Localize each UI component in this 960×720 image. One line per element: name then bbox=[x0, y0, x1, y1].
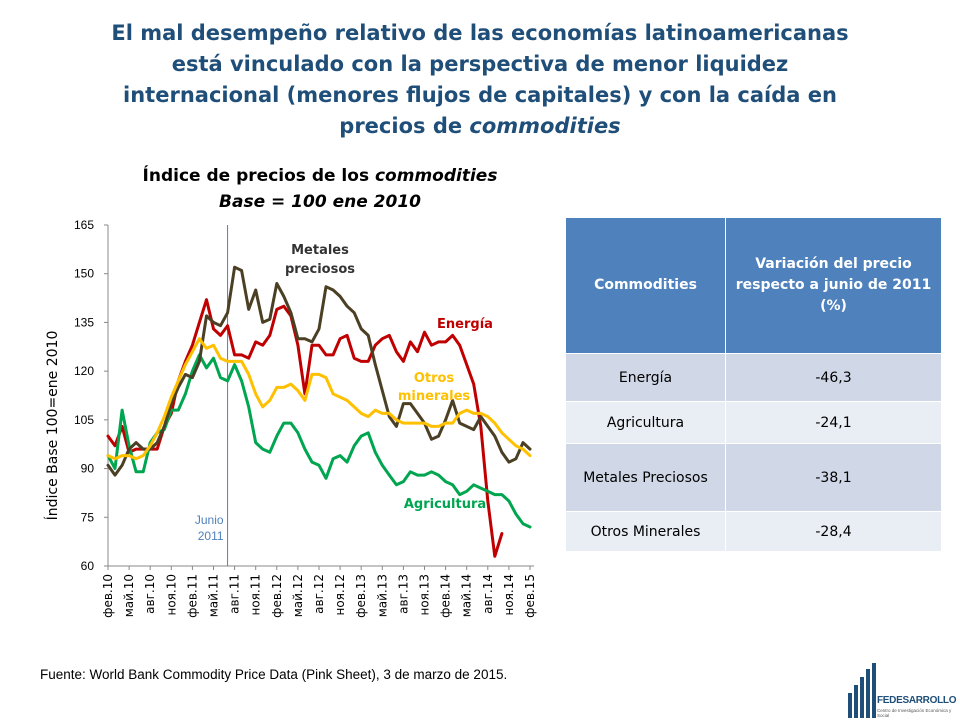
chart-title: Índice de precios de los commodities Bas… bbox=[90, 163, 550, 215]
table-header-row: Commodities Variación del precio respect… bbox=[565, 217, 942, 354]
x-tick-label: ноя.14 bbox=[502, 574, 516, 616]
x-tick-label: фев.12 bbox=[270, 574, 284, 618]
table-cell-name: Agricultura bbox=[565, 401, 726, 444]
x-tick-label: май.13 bbox=[375, 574, 389, 617]
main-title-line-4-prefix: precios de bbox=[339, 114, 470, 138]
x-tick-label: авг.11 bbox=[228, 574, 242, 614]
series-line-otros-minerales bbox=[106, 337, 532, 461]
label-agricultura: Agricultura bbox=[404, 497, 486, 512]
x-tick-label: авг.10 bbox=[143, 574, 157, 614]
commodities-table: Commodities Variación del precio respect… bbox=[565, 217, 942, 552]
main-title-line-4: precios de commodities bbox=[70, 111, 890, 142]
x-tick-label: май.10 bbox=[122, 574, 136, 617]
label-energia: Energía bbox=[437, 317, 493, 332]
x-tick-label: ноя.11 bbox=[249, 574, 263, 616]
logo-name: FEDESARROLLO bbox=[877, 695, 957, 706]
y-tick-label: 60 bbox=[81, 559, 95, 573]
table-header-commodities: Commodities bbox=[565, 217, 726, 354]
x-tick-label: фев.15 bbox=[523, 574, 537, 618]
june-2011-label-line-2: 2011 bbox=[198, 529, 224, 543]
table-cell-name: Otros Minerales bbox=[565, 511, 726, 552]
label-otros-minerales-line-1: Otros bbox=[414, 371, 455, 386]
x-tick-label: фев.10 bbox=[101, 574, 115, 618]
chart-axes bbox=[107, 225, 534, 567]
y-tick-label: 75 bbox=[81, 510, 95, 524]
label-otros-minerales-line-2: minerales bbox=[398, 389, 471, 404]
y-tick-label: 105 bbox=[74, 413, 94, 427]
table-cell-name: Energía bbox=[565, 353, 726, 402]
table-header-variation: Variación del precio respecto a junio de… bbox=[725, 217, 942, 354]
x-tick-label: май.14 bbox=[460, 574, 474, 617]
table-cell-value: -28,4 bbox=[725, 511, 942, 552]
chart-title-line-1: Índice de precios de los commodities bbox=[90, 163, 550, 189]
y-axis-label: Índice Base 100=ene 2010 bbox=[44, 331, 61, 521]
chart-ticks: 60 75 90 105 120 135 150 165 фев.10 май.10 авг.10 н… bbox=[74, 218, 537, 618]
table-row: Metales Preciosos -38,1 bbox=[565, 443, 942, 512]
main-title: El mal desempeño relativo de las economí… bbox=[70, 18, 890, 142]
chart-series bbox=[106, 265, 532, 558]
table-row: Otros Minerales -28,4 bbox=[565, 511, 942, 552]
x-tick-label: фев.13 bbox=[354, 574, 368, 618]
x-tick-label: фев.11 bbox=[185, 574, 199, 618]
label-metales-preciosos-line-2: preciosos bbox=[285, 262, 355, 277]
label-metales-preciosos-line-1: Metales bbox=[291, 243, 349, 258]
x-tick-label: авг.14 bbox=[481, 574, 495, 614]
series-line-agricultura bbox=[106, 353, 532, 529]
x-tick-label: май.11 bbox=[207, 574, 221, 617]
line-chart: 60 75 90 105 120 135 150 165 фев.10 май.10 авг.10 н… bbox=[44, 218, 537, 618]
chart-labels: Índice Base 100=ene 2010 Junio 2011 Metales… bbox=[44, 243, 493, 543]
chart-title-prefix: Índice de precios de los bbox=[142, 166, 375, 186]
x-tick-label: май.12 bbox=[291, 574, 305, 617]
x-tick-label: ноя.10 bbox=[164, 574, 178, 616]
table-row: Energía -46,3 bbox=[565, 353, 942, 402]
y-tick-label: 150 bbox=[74, 267, 94, 281]
main-title-line-2: está vinculado con la perspectiva de men… bbox=[171, 52, 789, 76]
chart-title-italic: commodities bbox=[374, 166, 498, 186]
logo-subtitle: Centro de Investigación Económica y Soci… bbox=[877, 708, 952, 718]
x-tick-label: авг.12 bbox=[312, 574, 326, 614]
x-tick-label: авг.13 bbox=[396, 574, 410, 614]
table-cell-value: -38,1 bbox=[725, 443, 942, 512]
chart-title-line-2: Base = 100 ene 2010 bbox=[219, 192, 421, 212]
y-tick-label: 135 bbox=[74, 315, 94, 329]
y-tick-label: 90 bbox=[81, 462, 95, 476]
main-title-line-1: El mal desempeño relativo de las economí… bbox=[111, 21, 849, 45]
table-cell-value: -46,3 bbox=[725, 353, 942, 402]
table-cell-value: -24,1 bbox=[725, 401, 942, 444]
main-title-line-4-italic: commodities bbox=[469, 114, 621, 138]
x-tick-label: ноя.12 bbox=[333, 574, 347, 616]
series-line-metales-preciosos bbox=[106, 265, 532, 477]
table-row: Agricultura -24,1 bbox=[565, 401, 942, 444]
source-note: Fuente: World Bank Commodity Price Data … bbox=[40, 667, 508, 682]
series-line-energia bbox=[106, 298, 504, 558]
fedesarrollo-logo-icon bbox=[848, 663, 876, 718]
table-cell-name: Metales Preciosos bbox=[565, 443, 726, 512]
x-tick-label: ноя.13 bbox=[418, 574, 432, 616]
june-2011-label-line-1: Junio bbox=[195, 513, 224, 527]
x-tick-label: фев.14 bbox=[439, 574, 453, 618]
y-tick-label: 120 bbox=[74, 364, 94, 378]
y-tick-label: 165 bbox=[74, 218, 94, 232]
main-title-line-3: internacional (menores flujos de capital… bbox=[123, 83, 837, 107]
